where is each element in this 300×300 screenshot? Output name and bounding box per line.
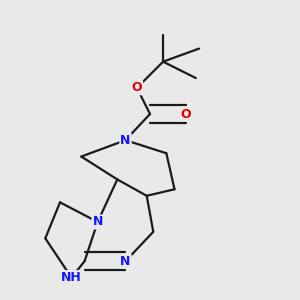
Text: O: O bbox=[181, 107, 191, 121]
Text: N: N bbox=[120, 255, 131, 268]
Text: O: O bbox=[132, 81, 142, 94]
Text: N: N bbox=[120, 134, 131, 147]
Text: N: N bbox=[92, 215, 103, 229]
Text: NH: NH bbox=[61, 271, 82, 284]
